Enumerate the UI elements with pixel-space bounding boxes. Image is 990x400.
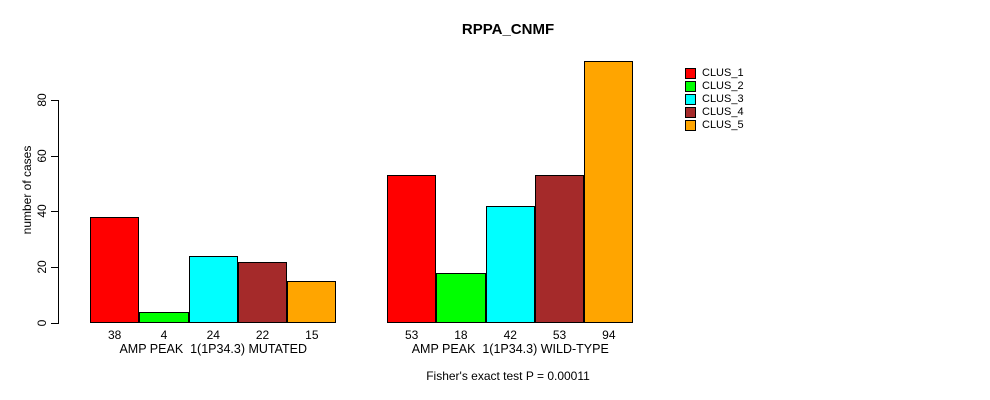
bar-value-label: 18 [454,328,468,342]
bar-clus_5-group2 [584,60,634,323]
legend-swatch-clus_1 [685,68,696,79]
legend-label-clus_3: CLUS_3 [702,93,744,105]
bar-clus_3-group2 [485,205,535,323]
bar-value-label: 53 [404,328,419,342]
legend-label-clus_5: CLUS_5 [702,119,744,131]
bar-value-label: 24 [206,328,220,342]
y-tick [51,211,58,213]
legend-swatch-clus_3 [685,94,696,105]
legend-swatch-clus_2 [685,81,696,92]
y-tick [51,267,58,269]
y-tick [51,99,58,101]
y-tick-label: 20 [35,260,49,274]
legend-label-clus_4: CLUS_4 [702,106,744,118]
bar-clus_2-group1 [139,311,189,323]
bar-value-label: 22 [255,328,270,342]
bar-clus_1-group2 [387,175,437,323]
x-axis-group-label: AMP PEAK 1(1P34.3) WILD-TYPE [411,342,609,356]
y-tick-label: 60 [35,148,49,163]
legend-label-clus_2: CLUS_2 [702,80,744,92]
bar-value-label: 42 [503,328,517,342]
y-tick [51,323,58,324]
bar-clus_3-group1 [188,256,238,323]
bar-value-label: 4 [160,328,168,342]
y-axis-label: number of cases [20,145,34,235]
bar-clus_4-group1 [237,261,288,323]
chart-title: RPPA_CNMF [461,21,555,38]
caption-fisher-test: Fisher's exact test P = 0.00011 [426,369,590,383]
legend-label-clus_1: CLUS_1 [702,67,744,79]
bar-value-label: 15 [305,328,319,342]
bar-value-label: 38 [107,328,122,342]
bar-value-label: 94 [602,328,616,342]
bar-clus_5-group1 [287,281,337,323]
y-tick-label: 80 [35,93,49,107]
y-tick-label: 0 [35,319,49,327]
bar-clus_2-group2 [436,272,486,323]
y-axis-line [58,99,59,324]
y-tick-label: 40 [35,204,49,219]
bar-value-label: 53 [552,328,567,342]
legend-swatch-clus_4 [685,107,696,118]
bar-clus_1-group1 [90,216,140,323]
legend-swatch-clus_5 [685,120,696,131]
y-tick [51,155,58,157]
bar-clus_4-group2 [534,175,585,323]
x-axis-group-label: AMP PEAK 1(1P34.3) MUTATED [119,342,308,356]
